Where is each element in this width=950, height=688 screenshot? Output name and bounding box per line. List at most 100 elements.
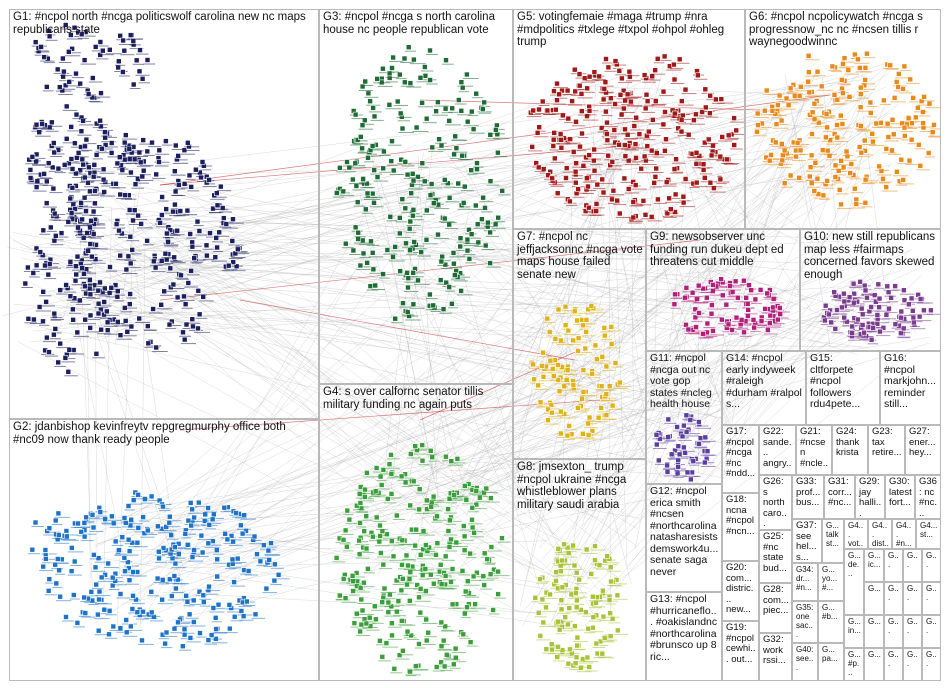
group-g21[interactable]: G21: #ncsen #ncle... [796, 425, 832, 475]
node [133, 57, 140, 64]
node [850, 280, 857, 287]
node [448, 536, 454, 543]
group-g65[interactable]: G... [922, 648, 941, 681]
group-g32[interactable]: G32: work rssi... [759, 633, 792, 681]
node [785, 102, 792, 108]
node [159, 577, 166, 583]
group-g9[interactable]: G9: newsobserver unc funding run dukeu d… [646, 229, 800, 351]
node [915, 105, 921, 111]
group-g52[interactable]: G... [903, 549, 922, 582]
group-g47[interactable]: G... ic... [864, 549, 884, 582]
group-g40[interactable]: G40: see... [792, 643, 818, 681]
group-g33[interactable]: G33: prof... bus... [792, 475, 824, 519]
group-g53[interactable]: G... [922, 549, 941, 582]
group-g38[interactable]: G... talk st... [822, 519, 844, 563]
group-g10[interactable]: G10: new still republicans map less #fai… [800, 229, 941, 351]
group-g60[interactable]: G... [903, 615, 922, 648]
group-g8[interactable]: G8: jmsexton_ trump #ncpol ukraine #ncga… [513, 459, 646, 681]
node [592, 543, 598, 549]
node [386, 102, 393, 108]
group-g62[interactable]: G... [864, 648, 884, 681]
node [733, 314, 740, 321]
node [172, 168, 178, 174]
group-g11[interactable]: G11: #ncpol #ncga out nc vote gop states… [646, 351, 722, 484]
group-g1[interactable]: G1: #ncpol north #ncga politicswolf caro… [9, 9, 319, 419]
group-g50[interactable]: G... #p... [844, 648, 864, 681]
group-g39[interactable]: G... yo... #... [818, 563, 844, 601]
edge [450, 235, 638, 304]
group-g58[interactable]: G... [864, 615, 884, 648]
node [646, 128, 652, 135]
group-g43[interactable]: G4... #n... [892, 519, 916, 549]
group-g31[interactable]: G31: corr... #nc... [824, 475, 855, 519]
group-g27[interactable]: G27: ener... hey... [905, 425, 941, 475]
group-g20[interactable]: G20: com... distric... new... [722, 561, 759, 621]
node [910, 314, 917, 321]
node [384, 247, 391, 253]
group-g23[interactable]: G23: tax retire... [868, 425, 905, 475]
node [40, 227, 47, 234]
node [692, 306, 699, 313]
group-g25[interactable]: G25: #nc state bud... [759, 530, 792, 583]
group-label: G... [868, 584, 881, 593]
node [377, 638, 383, 644]
group-g41[interactable]: G4... vot... [844, 519, 868, 549]
group-g64[interactable]: G... [903, 648, 922, 681]
group-g17[interactable]: G17: #ncpol #ncga #nc #ndd... [722, 425, 759, 493]
group-g37[interactable]: G37: see hel... s... [792, 519, 822, 563]
group-g12[interactable]: G12: #ncpol erica smith #ncsen #northcar… [646, 484, 722, 592]
node [693, 161, 700, 167]
group-g7[interactable]: G7: #ncpol nc jeffjacksonnc #ncga vote m… [513, 229, 646, 459]
group-g56[interactable]: G... [903, 582, 922, 615]
node [630, 214, 637, 221]
node [435, 231, 441, 238]
group-g34[interactable]: G34: dr... #n... [792, 563, 818, 601]
node [101, 606, 108, 613]
group-g4[interactable]: G4: s over calfornc senator tillis milit… [319, 384, 513, 681]
group-g48[interactable]: G... [884, 549, 903, 582]
group-g2[interactable]: G2: jdanbishop kevinfreytv repgregmurphy… [9, 419, 319, 681]
group-g49[interactable]: G... in... [844, 615, 864, 648]
group-g54[interactable]: G... [864, 582, 884, 615]
group-g44[interactable]: G4... st... [916, 519, 941, 549]
group-g5[interactable]: G5: votingfemaie #maga #trump #nra #mdpo… [513, 9, 745, 229]
node [167, 576, 173, 583]
node [353, 570, 360, 576]
group-g13[interactable]: G13: #ncpol #hurricaneflo... #oakislandn… [646, 592, 722, 681]
group-g15[interactable]: G15: cltforpete #ncpol followers rdu4pet… [806, 351, 880, 425]
edge [103, 206, 112, 605]
group-g59[interactable]: G... [884, 615, 903, 648]
group-g36[interactable]: G36: nc #nc... [915, 475, 941, 519]
group-g46[interactable]: G... de... [844, 549, 864, 615]
node [481, 582, 487, 588]
node [225, 262, 232, 269]
group-g18[interactable]: G18: ncna #ncpol #ncn... [722, 493, 759, 561]
group-g42[interactable]: G4... dist... [868, 519, 892, 549]
group-g22[interactable]: G22: sande... angry... [759, 425, 796, 475]
group-g63[interactable]: G... [884, 648, 903, 681]
node [181, 336, 188, 343]
group-g26[interactable]: G26: s north caro... [759, 475, 792, 530]
group-g3[interactable]: G3: #ncpol #ncga s north carolina house … [319, 9, 513, 384]
node [364, 260, 370, 266]
group-g6[interactable]: G6: #ncpol ncpolicywatch #ncga s progres… [745, 9, 941, 229]
node [859, 311, 866, 318]
node [862, 64, 869, 71]
group-g57[interactable]: G... [922, 582, 941, 615]
node [468, 167, 474, 173]
edge [590, 284, 678, 373]
node [793, 153, 799, 160]
group-g30[interactable]: G30: latest fort... [885, 475, 915, 519]
group-g55[interactable]: G... [884, 582, 903, 615]
node [462, 588, 469, 595]
group-g19[interactable]: G19: #ncpol cewhi... out... [722, 621, 759, 681]
group-g35[interactable]: G35: one sac... [792, 601, 818, 643]
group-g24[interactable]: G24: thank krista [832, 425, 868, 475]
group-g51[interactable]: G... pa... [818, 643, 844, 681]
group-g61[interactable]: G... [922, 615, 941, 648]
group-g45[interactable]: G... #b... [818, 601, 844, 643]
group-g28[interactable]: G28: com... piec... [759, 583, 792, 633]
group-g29[interactable]: G29: jay halli... [855, 475, 885, 519]
group-g14[interactable]: G14: #ncpol early indyweek #raleigh #dur… [722, 351, 806, 425]
group-g16[interactable]: G16: #ncpol markjohn... reminder still..… [880, 351, 941, 425]
